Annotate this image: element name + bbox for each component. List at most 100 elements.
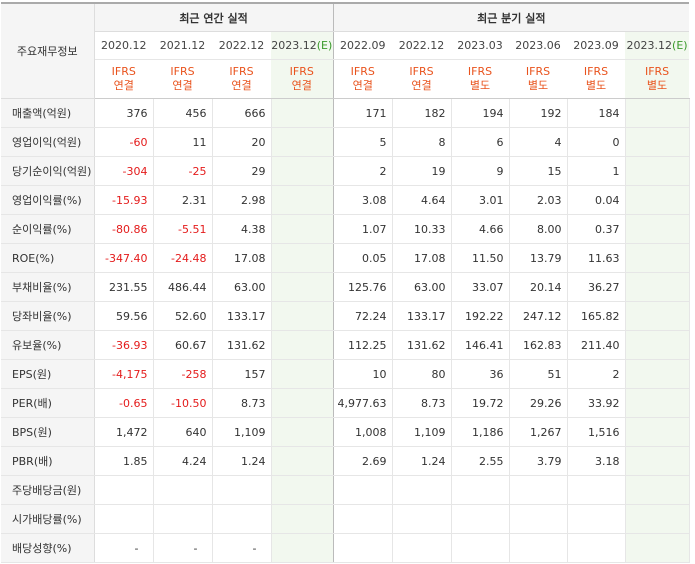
- annual-value-cell: 376: [94, 98, 154, 128]
- quarterly-value-cell: 4,977.63: [333, 388, 393, 418]
- quarterly-value-cell: [625, 243, 690, 273]
- consolidation-type: 연결: [113, 79, 134, 92]
- consolidation-type: 별도: [469, 79, 491, 92]
- period-label: 2023.12: [271, 39, 317, 52]
- annual-value-cell: [271, 359, 334, 389]
- quarterly-value-cell: [625, 330, 690, 360]
- consolidation-type: 연결: [352, 79, 373, 92]
- table-row: 순이익률(%) -80.86 -5.51 4.38 1.07 10.33 4.66 8.00 0…: [1, 214, 690, 244]
- quarterly-value-cell: 13.79: [509, 243, 568, 273]
- annual-value-cell: [94, 504, 154, 534]
- ifrs-standard: IFRS: [467, 65, 493, 78]
- quarterly-value-cell: 3.18: [567, 446, 626, 476]
- table-row: 시가배당률(%): [1, 504, 690, 534]
- quarterly-value-cell: 133.17: [392, 301, 452, 331]
- ifrs-standard: IFRS: [350, 65, 375, 78]
- annual-value-cell: 20: [212, 127, 272, 157]
- annual-value-cell: 52.60: [153, 301, 213, 331]
- quarterly-value-cell: 15: [509, 156, 568, 186]
- consolidation-type: 연결: [291, 79, 312, 92]
- quarterly-value-cell: 0.04: [567, 185, 626, 215]
- quarterly-section-title: 최근 분기 실적: [333, 2, 690, 32]
- table-row: PER(배) -0.65 -10.50 8.73 4,977.63 8.73 19.72 29…: [1, 388, 690, 418]
- quarterly-value-cell: [625, 98, 690, 128]
- quarterly-value-cell: 2.03: [509, 185, 568, 215]
- quarterly-period-header: 2023.12(E): [625, 31, 690, 60]
- annual-value-cell: 1,109: [212, 417, 272, 447]
- quarterly-value-cell: [625, 301, 690, 331]
- consolidation-type: 별도: [585, 79, 607, 92]
- quarterly-value-cell: [509, 475, 568, 505]
- consolidation-type: 연결: [411, 79, 432, 92]
- quarterly-value-cell: 146.41: [451, 330, 510, 360]
- annual-value-cell: [153, 475, 213, 505]
- ifrs-basis-label: IFRS 별도: [451, 59, 510, 99]
- quarterly-value-cell: [392, 504, 452, 534]
- annual-value-cell: 29: [212, 156, 272, 186]
- quarterly-value-cell: 11.63: [567, 243, 626, 273]
- annual-value-cell: [271, 156, 334, 186]
- quarterly-value-cell: 247.12: [509, 301, 568, 331]
- annual-value-cell: 666: [212, 98, 272, 128]
- annual-value-cell: 4.24: [153, 446, 213, 476]
- row-label: EPS(원): [1, 359, 95, 389]
- ifrs-basis-label: IFRS 별도: [567, 59, 626, 99]
- row-label: 부채비율(%): [1, 272, 95, 302]
- quarterly-value-cell: 192.22: [451, 301, 510, 331]
- quarterly-value-cell: 182: [392, 98, 452, 128]
- annual-value-cell: -: [212, 533, 272, 563]
- annual-value-cell: [271, 98, 334, 128]
- quarterly-period-header: 2022.12: [392, 31, 452, 60]
- quarterly-value-cell: [625, 446, 690, 476]
- row-label: 순이익률(%): [1, 214, 95, 244]
- quarterly-value-cell: 3.08: [333, 185, 393, 215]
- quarterly-period-header: 2023.09: [567, 31, 626, 60]
- ifrs-basis-label: IFRS 연결: [271, 59, 334, 99]
- quarterly-value-cell: 51: [509, 359, 568, 389]
- quarterly-value-cell: 2: [567, 359, 626, 389]
- annual-value-cell: 133.17: [212, 301, 272, 331]
- quarterly-value-cell: [567, 475, 626, 505]
- quarterly-value-cell: 162.83: [509, 330, 568, 360]
- row-label: 유보율(%): [1, 330, 95, 360]
- annual-value-cell: -: [153, 533, 213, 563]
- table-row: EPS(원) -4,175 -258 157 10 80 36 51 2: [1, 359, 690, 389]
- annual-value-cell: 2.98: [212, 185, 272, 215]
- quarterly-value-cell: 19.72: [451, 388, 510, 418]
- quarterly-value-cell: 80: [392, 359, 452, 389]
- quarterly-value-cell: 4.66: [451, 214, 510, 244]
- annual-value-cell: -: [94, 533, 154, 563]
- ifrs-standard: IFRS: [229, 65, 254, 78]
- ifrs-standard: IFRS: [583, 65, 609, 78]
- quarterly-value-cell: 8: [392, 127, 452, 157]
- quarterly-value-cell: [509, 533, 568, 563]
- table-row: 당좌비율(%) 59.56 52.60 133.17 72.24 133.17 192.22…: [1, 301, 690, 331]
- annual-period-header: 2023.12(E): [271, 31, 334, 60]
- annual-value-cell: -80.86: [94, 214, 154, 244]
- table-row: 유보율(%) -36.93 60.67 131.62 112.25 131.62 146.4…: [1, 330, 690, 360]
- annual-value-cell: -36.93: [94, 330, 154, 360]
- quarterly-value-cell: 33.07: [451, 272, 510, 302]
- quarterly-value-cell: 131.62: [392, 330, 452, 360]
- quarterly-value-cell: 6: [451, 127, 510, 157]
- annual-value-cell: 157: [212, 359, 272, 389]
- quarterly-value-cell: 1,516: [567, 417, 626, 447]
- annual-value-cell: -4,175: [94, 359, 154, 389]
- row-label: 당기순이익(억원): [1, 156, 95, 186]
- row-label: 시가배당률(%): [1, 504, 95, 534]
- annual-period-header: 2021.12: [153, 31, 212, 60]
- row-label: 당좌비율(%): [1, 301, 95, 331]
- quarterly-value-cell: [392, 475, 452, 505]
- ifrs-standard: IFRS: [409, 65, 434, 78]
- quarterly-value-cell: 10: [333, 359, 393, 389]
- annual-value-cell: [271, 243, 334, 273]
- ifrs-basis-label: IFRS 연결: [333, 59, 393, 99]
- quarterly-period-header: 2022.09: [333, 31, 393, 60]
- ifrs-standard: IFRS: [644, 65, 670, 78]
- annual-value-cell: [271, 504, 334, 534]
- quarterly-value-cell: [625, 504, 690, 534]
- quarterly-value-cell: 1.07: [333, 214, 393, 244]
- annual-value-cell: 1.24: [212, 446, 272, 476]
- table-row: 영업이익(억원) -60 11 20 5 8 6 4 0: [1, 127, 690, 157]
- ifrs-basis-label: IFRS 별도: [509, 59, 568, 99]
